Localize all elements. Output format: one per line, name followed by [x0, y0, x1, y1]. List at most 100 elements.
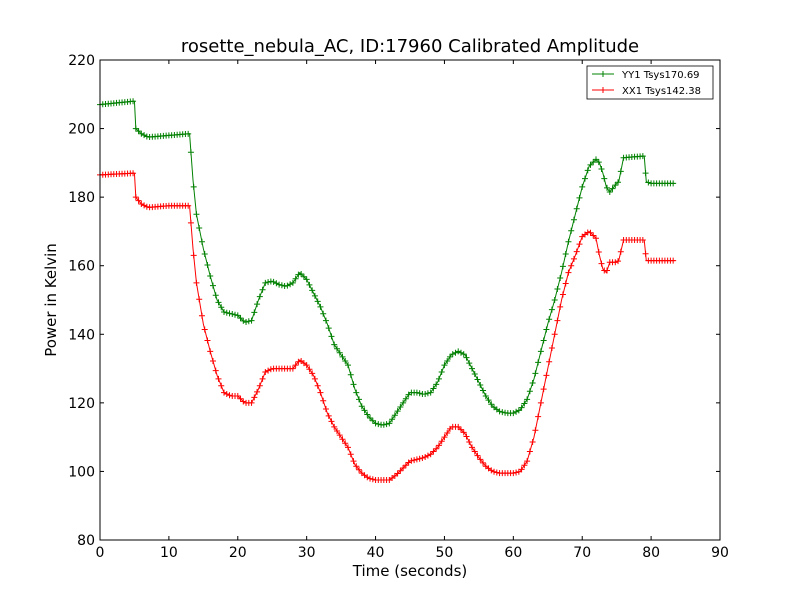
data-point-marker	[254, 301, 261, 308]
tick-layer: 0 10 20 30 40 50 60 70 80 90 80 100 120 140 160 180 200 2…	[68, 53, 729, 561]
data-point-marker	[198, 312, 205, 319]
data-point-marker	[433, 445, 440, 452]
data-point-marker	[598, 166, 605, 173]
data-point-marker	[245, 318, 252, 325]
data-point-marker	[311, 375, 318, 382]
data-point-marker	[430, 385, 437, 392]
data-point-marker	[218, 382, 225, 389]
data-point-marker	[345, 362, 351, 369]
data-point-marker	[284, 282, 291, 289]
data-point-marker	[212, 292, 219, 299]
data-point-marker	[303, 276, 310, 283]
data-point-marker	[311, 292, 318, 299]
data-point-marker	[402, 462, 409, 469]
data-point-marker	[424, 390, 431, 397]
data-point-marker	[364, 474, 371, 481]
data-point-marker	[394, 408, 401, 415]
data-point-marker	[190, 183, 197, 190]
data-point-marker	[342, 358, 349, 365]
data-point-marker	[254, 388, 261, 395]
data-point-marker	[234, 393, 241, 399]
data-point-marker	[303, 362, 310, 369]
data-point-marker	[548, 306, 555, 313]
data-point-marker	[322, 317, 329, 324]
data-point-marker	[265, 279, 272, 286]
data-point-marker	[196, 296, 203, 303]
data-point-marker	[309, 370, 316, 377]
data-point-marker	[251, 309, 258, 316]
data-point-marker	[226, 392, 233, 399]
data-point-marker	[565, 238, 572, 245]
data-point-marker	[240, 317, 247, 324]
data-point-marker	[240, 398, 247, 405]
data-point-marker	[513, 469, 520, 476]
data-point-marker	[358, 403, 365, 410]
data-point-marker	[295, 358, 302, 365]
data-point-marker	[615, 258, 622, 265]
data-point-marker	[438, 438, 445, 445]
data-point-marker	[493, 469, 500, 476]
data-point-marker	[141, 132, 148, 139]
data-point-marker	[524, 458, 531, 465]
data-point-marker	[639, 237, 646, 243]
data-point-marker	[345, 444, 351, 451]
data-point-marker	[551, 331, 558, 338]
data-point-marker	[320, 397, 327, 404]
data-point-marker	[554, 286, 561, 293]
data-point-marker	[383, 421, 390, 428]
data-point-marker	[480, 459, 487, 466]
x-axis-label: Time (seconds)	[352, 562, 468, 580]
data-point-marker	[141, 202, 148, 209]
data-point-marker	[670, 180, 677, 187]
data-point-marker	[347, 451, 354, 458]
data-point-marker	[198, 238, 205, 245]
data-point-marker	[342, 440, 349, 447]
data-point-marker	[204, 337, 211, 344]
data-point-marker	[435, 375, 442, 382]
data-point-marker	[347, 371, 354, 378]
data-point-marker	[190, 252, 197, 259]
x-tick-label: 20	[229, 545, 247, 561]
data-point-marker	[300, 273, 307, 280]
data-point-marker	[435, 442, 442, 449]
data-point-marker	[402, 395, 409, 402]
y-tick-label: 160	[68, 259, 95, 275]
data-point-marker	[535, 413, 542, 420]
data-point-marker	[221, 309, 227, 315]
data-point-marker	[606, 189, 613, 195]
data-point-marker	[361, 407, 368, 414]
data-point-marker	[273, 280, 280, 287]
data-point-marker	[135, 128, 142, 135]
data-point-marker	[579, 183, 586, 190]
data-point-marker	[601, 175, 608, 182]
data-point-marker	[546, 358, 553, 365]
data-point-marker	[559, 291, 566, 298]
data-point-marker	[422, 454, 429, 461]
data-point-marker	[485, 397, 492, 404]
data-point-marker	[237, 395, 244, 402]
data-point-marker	[449, 351, 456, 358]
data-point-marker	[645, 179, 652, 186]
data-point-marker	[557, 303, 564, 310]
data-point-marker	[482, 393, 489, 399]
data-point-marker	[143, 133, 150, 140]
data-point-marker	[193, 211, 200, 218]
data-point-marker	[413, 389, 420, 396]
data-point-marker	[463, 354, 470, 361]
data-point-marker	[521, 462, 528, 469]
data-point-marker	[491, 468, 498, 475]
data-point-marker	[328, 333, 335, 340]
data-point-marker	[604, 184, 611, 191]
data-point-marker	[375, 421, 382, 428]
data-point-marker	[546, 316, 553, 323]
data-point-marker	[460, 429, 467, 436]
data-point-marker	[587, 229, 594, 236]
data-point-marker	[419, 455, 426, 462]
data-point-marker	[488, 401, 495, 408]
data-point-marker	[593, 235, 599, 242]
x-tick-label: 40	[367, 545, 385, 561]
data-point-marker	[234, 312, 241, 319]
data-point-marker	[292, 275, 299, 282]
data-point-marker	[565, 269, 572, 276]
data-point-marker	[201, 251, 208, 258]
